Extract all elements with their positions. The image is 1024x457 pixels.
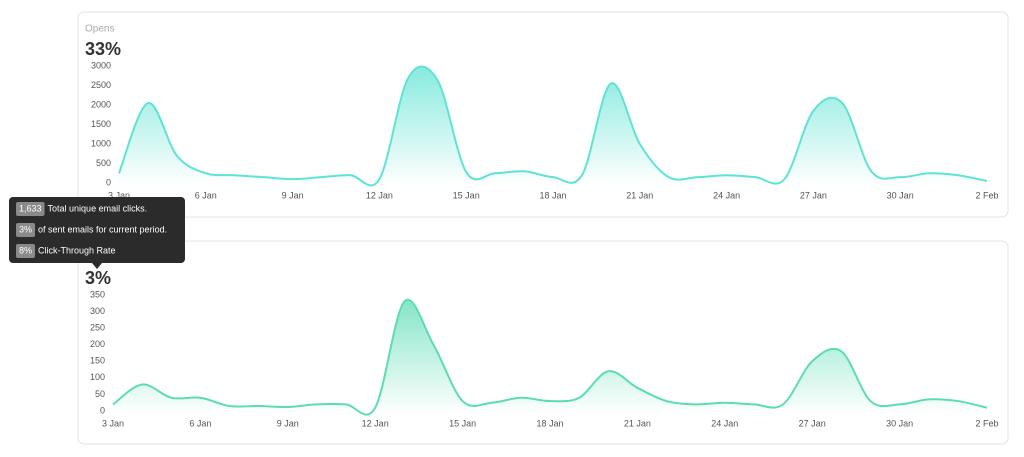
tooltip-rows: 1,633 Total unique email clicks. 3% of sent… xyxy=(16,202,167,258)
y-tick-label: 100 xyxy=(90,372,105,382)
area-fill xyxy=(113,299,987,415)
x-tick-label: 21 Jan xyxy=(626,190,653,200)
y-tick-label: 1000 xyxy=(91,138,111,148)
y-tick-label: 150 xyxy=(90,356,105,366)
badge xyxy=(16,202,45,216)
x-tick-label: 9 Jan xyxy=(277,418,299,428)
y-tick-label: 1500 xyxy=(91,119,111,129)
line xyxy=(118,65,988,187)
x-tick-label: 15 Jan xyxy=(449,418,476,428)
y-tick-label: 2000 xyxy=(91,99,111,109)
badge xyxy=(16,244,36,258)
x-tick-label: 30 Jan xyxy=(887,190,914,200)
x-tick-label: 27 Jan xyxy=(799,418,826,428)
badge xyxy=(16,223,36,237)
tooltip-text: Click-Through Rate xyxy=(38,245,116,255)
y-tick-label: 300 xyxy=(90,306,105,316)
x-tick-label: 6 Jan xyxy=(195,190,217,200)
badge-text: 1,633 xyxy=(19,203,42,213)
tooltip: 1,633 Total unique email clicks. 3% of sent… xyxy=(9,197,185,269)
card xyxy=(77,240,1009,445)
headline: 3% xyxy=(85,268,111,288)
y-tick-label: 0 xyxy=(106,177,111,187)
tooltip-text: Total unique email clicks. xyxy=(48,203,148,213)
y-tick-label: 200 xyxy=(90,339,105,349)
x-tick-label: 30 Jan xyxy=(886,418,913,428)
x-tick-label: 6 Jan xyxy=(189,418,211,428)
badge-text: 3% xyxy=(19,224,32,234)
line xyxy=(112,298,988,416)
x-tick-label: 3 Jan xyxy=(108,190,130,200)
y-tick-label: 0 xyxy=(100,405,105,415)
x-tick-label: 15 Jan xyxy=(453,190,480,200)
x-tick-label: 12 Jan xyxy=(366,190,393,200)
x-tick-label: 24 Jan xyxy=(713,190,740,200)
tooltip-text: of sent emails for current period. xyxy=(38,224,167,234)
x-tick-label: 3 Jan xyxy=(102,418,124,428)
x-tick-label: 2 Feb xyxy=(975,418,998,428)
x-tick-label: 24 Jan xyxy=(711,418,738,428)
x-tick-label: 12 Jan xyxy=(362,418,389,428)
x-tick-label: 18 Jan xyxy=(536,418,563,428)
y-tick-label: 500 xyxy=(96,158,111,168)
y-tick-label: 3000 xyxy=(91,60,111,70)
x-tick-label: 9 Jan xyxy=(282,190,304,200)
x-tick-label: 27 Jan xyxy=(800,190,827,200)
y-tick-label: 50 xyxy=(95,389,105,399)
x-tick-label: 21 Jan xyxy=(624,418,651,428)
y-tick-label: 2500 xyxy=(91,80,111,90)
x-tick-label: 2 Feb xyxy=(975,190,998,200)
x-tick-label: 18 Jan xyxy=(539,190,566,200)
y-tick-label: 250 xyxy=(90,323,105,333)
card-title: Opens xyxy=(85,24,114,35)
card xyxy=(77,11,1009,218)
tooltip-box xyxy=(9,197,185,263)
badge-text: 8% xyxy=(19,245,32,255)
headline: 33% xyxy=(85,39,121,59)
tooltip-arrow xyxy=(92,263,102,269)
y-tick-label: 350 xyxy=(90,289,105,299)
